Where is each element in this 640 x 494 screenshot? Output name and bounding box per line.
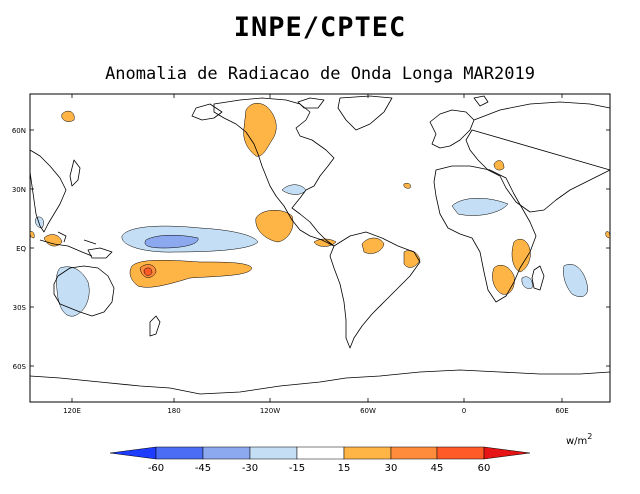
colorbar-cell <box>436 446 485 460</box>
colorbar-cell <box>202 446 251 460</box>
lon-label-60e: 60E <box>555 407 568 415</box>
southern-africa-positive <box>492 265 515 295</box>
lat-label-60s: 60S <box>13 363 27 371</box>
madagascar-coast <box>531 265 545 291</box>
sahara-positive <box>403 182 411 189</box>
strong-negative-regions <box>144 235 199 249</box>
lat-axis <box>30 129 610 367</box>
maritime-continent-positive <box>43 234 63 247</box>
south-pacific-positive <box>129 259 253 288</box>
arabia-positive <box>493 160 505 171</box>
map-subtitle: Anomalia de Radiacao de Onda Longa MAR20… <box>105 64 535 84</box>
antarctica-coast <box>29 369 611 395</box>
lon-label-120w: 120W <box>260 407 280 415</box>
lat-label-eq: EQ <box>16 245 26 253</box>
western-edge-positive <box>29 231 35 239</box>
colorbar-tick-label: -30 <box>242 463 258 474</box>
coastlines <box>29 95 611 395</box>
greenland-coast <box>337 95 393 131</box>
amazon-positive <box>361 237 385 254</box>
colorbar-tick-label: -60 <box>148 463 164 474</box>
colorbar-high-arrow <box>483 446 531 460</box>
west-africa-negative <box>451 198 509 216</box>
colorbar-cell <box>249 446 298 460</box>
lon-label-120e: 120E <box>63 407 81 415</box>
peak-positive-regions <box>143 267 153 276</box>
east-pacific-positive <box>255 210 294 243</box>
unit-exponent: 2 <box>587 432 592 441</box>
colorbar-cell <box>390 446 438 460</box>
europe-coast <box>429 109 475 149</box>
svalbard-coast <box>473 95 489 107</box>
colorbar-cell <box>155 446 204 460</box>
lat-label-60n: 60N <box>12 127 26 135</box>
north-pacific-positive <box>61 110 75 122</box>
unit-label: w/m2 <box>566 432 592 447</box>
canada-positive <box>243 103 277 157</box>
colorbar-tick-label: 60 <box>478 463 491 474</box>
alaska-coast <box>191 103 223 121</box>
lat-labels: 60N 30N EQ 30S 60S <box>12 127 27 371</box>
lon-label-180: 180 <box>167 407 180 415</box>
colorbar-tick-label: -15 <box>289 463 305 474</box>
eastern-edge-positive <box>605 231 611 239</box>
unit-text: w/m <box>566 436 587 447</box>
colorbar-cell <box>296 446 345 460</box>
australia-negative <box>56 266 90 317</box>
south-pacific-peak <box>143 267 153 276</box>
indonesia-coast <box>39 231 97 257</box>
madagascar-east-negative <box>563 264 588 297</box>
colorbar-tick-label: 15 <box>338 463 351 474</box>
east-africa-positive <box>511 239 531 273</box>
africa-coast <box>433 165 537 303</box>
lat-label-30s: 30S <box>13 304 27 312</box>
colorbar-labels: -60 -45 -30 -15 15 30 45 60 <box>148 463 491 474</box>
arctic-islands-coast <box>297 97 325 109</box>
japan-coast <box>69 159 81 187</box>
positive-anomaly-regions <box>29 103 611 295</box>
mozambique-negative <box>521 276 533 289</box>
australia-coast <box>53 265 115 317</box>
colorbar-tick-label: 30 <box>385 463 398 474</box>
colorbar-tick-label: -45 <box>195 463 211 474</box>
central-pacific-core <box>144 235 199 249</box>
colorbar-tick-label: 45 <box>431 463 444 474</box>
colorbar-cell <box>343 446 392 460</box>
colorbar <box>109 446 531 460</box>
asia-coast <box>465 101 611 213</box>
lon-label-60w: 60W <box>360 407 376 415</box>
new-guinea-coast <box>87 247 113 259</box>
lon-labels: 120E 180 120W 60W 0 60E <box>63 407 569 415</box>
colorbar-low-arrow <box>109 446 157 460</box>
lon-label-0: 0 <box>462 407 466 415</box>
lat-label-30n: 30N <box>12 186 26 194</box>
page-title: INPE/CPTEC <box>233 12 407 43</box>
lon-axis <box>71 94 563 402</box>
south-america-coast <box>329 231 421 349</box>
east-asia-coast <box>29 149 67 233</box>
new-zealand-coast <box>149 315 161 337</box>
north-america-coast <box>213 97 335 247</box>
